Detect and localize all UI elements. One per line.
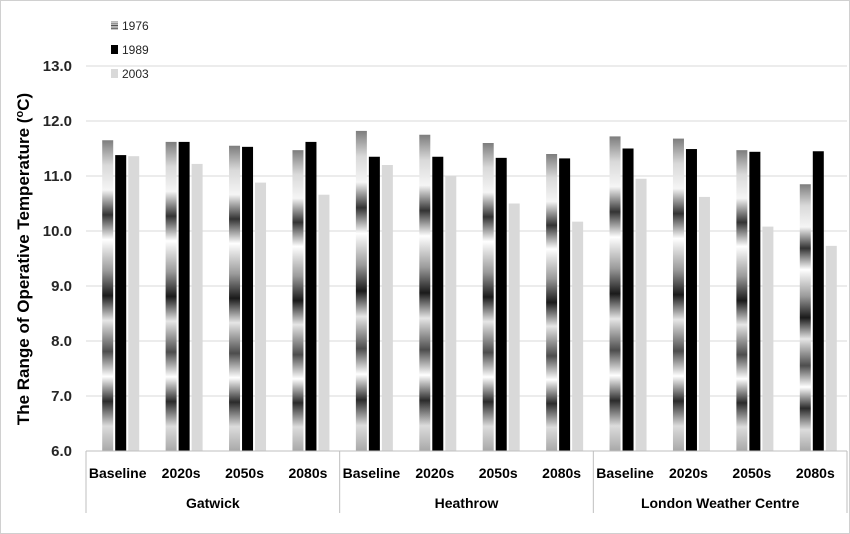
bar-1976-london-weather-centre-2080s bbox=[799, 184, 811, 451]
y-tick-label: 13.0 bbox=[43, 58, 72, 75]
category-label: 2020s bbox=[669, 465, 708, 481]
bar-1989-london-weather-centre-baseline bbox=[622, 148, 634, 451]
group-label: Gatwick bbox=[186, 495, 240, 511]
category-label: 2050s bbox=[479, 465, 518, 481]
bar-2003-gatwick-2020s bbox=[191, 163, 203, 451]
y-tick-label: 6.0 bbox=[51, 443, 72, 460]
bar-2003-gatwick-baseline bbox=[128, 156, 140, 451]
bar-2003-london-weather-centre-2020s bbox=[698, 196, 710, 451]
bar-2003-heathrow-2020s bbox=[445, 176, 457, 451]
y-tick-label: 12.0 bbox=[43, 113, 72, 130]
category-label: 2050s bbox=[225, 465, 264, 481]
axes bbox=[85, 450, 848, 513]
category-labels: Baseline 2020s 2050s 2080s Baseline 2020s 2050… bbox=[89, 465, 835, 481]
bar-1989-heathrow-2050s bbox=[495, 157, 507, 451]
bar-2003-london-weather-centre-2080s bbox=[825, 245, 837, 451]
y-tick-label: 11.0 bbox=[44, 168, 72, 185]
category-label: Baseline bbox=[89, 465, 147, 481]
bar-1989-gatwick-2020s bbox=[178, 141, 190, 451]
bar-2003-gatwick-2080s bbox=[318, 194, 330, 451]
bar-2003-london-weather-centre-baseline bbox=[635, 178, 647, 451]
bar-1976-london-weather-centre-2020s bbox=[672, 138, 684, 451]
category-label: 2080s bbox=[288, 465, 327, 481]
group-labels: Gatwick Heathrow London Weather Centre bbox=[186, 495, 800, 511]
gridlines bbox=[86, 65, 847, 452]
bar-1989-london-weather-centre-2080s bbox=[812, 151, 824, 451]
y-tick-label: 9.0 bbox=[51, 278, 72, 295]
bar-1976-heathrow-baseline bbox=[355, 130, 367, 451]
legend-swatch-2003 bbox=[111, 69, 118, 78]
y-tick-label: 8.0 bbox=[51, 333, 72, 350]
group-label: London Weather Centre bbox=[641, 495, 800, 511]
category-label: 2050s bbox=[732, 465, 771, 481]
bar-1989-heathrow-2020s bbox=[432, 156, 444, 451]
bar-2003-heathrow-2050s bbox=[508, 203, 520, 451]
bar-1989-gatwick-baseline bbox=[115, 155, 127, 451]
legend: 1976 1989 2003 bbox=[111, 19, 149, 81]
y-tick-labels: 6.0 7.0 8.0 9.0 10.0 11.0 12.0 13.0 bbox=[43, 58, 72, 460]
bar-1989-gatwick-2050s bbox=[242, 146, 254, 451]
bar-2003-heathrow-2080s bbox=[572, 221, 584, 451]
bar-2003-london-weather-centre-2050s bbox=[762, 226, 774, 451]
legend-swatch-1976 bbox=[111, 21, 118, 30]
bar-1976-gatwick-2050s bbox=[229, 145, 241, 451]
legend-label: 1989 bbox=[122, 43, 149, 57]
bar-1976-heathrow-2050s bbox=[482, 143, 494, 451]
category-label: 2020s bbox=[162, 465, 201, 481]
bar-1976-gatwick-baseline bbox=[102, 140, 114, 451]
bar-1976-heathrow-2020s bbox=[419, 134, 431, 451]
y-axis-label: The Range of Operative Temperature (oC) bbox=[14, 93, 33, 425]
bar-1989-gatwick-2080s bbox=[305, 141, 317, 451]
group-label: Heathrow bbox=[435, 495, 499, 511]
bar-1976-heathrow-2080s bbox=[546, 154, 558, 451]
bar-1976-gatwick-2080s bbox=[292, 150, 304, 451]
bar-1976-gatwick-2020s bbox=[165, 141, 177, 451]
bars bbox=[102, 130, 837, 452]
y-tick-label: 7.0 bbox=[51, 388, 72, 405]
category-label: 2080s bbox=[796, 465, 835, 481]
category-label: Baseline bbox=[596, 465, 654, 481]
category-label: 2080s bbox=[542, 465, 581, 481]
category-label: 2020s bbox=[415, 465, 454, 481]
bar-1989-london-weather-centre-2020s bbox=[685, 149, 697, 452]
bar-2003-gatwick-2050s bbox=[255, 182, 267, 451]
bar-2003-heathrow-baseline bbox=[381, 165, 393, 451]
bar-1989-heathrow-2080s bbox=[559, 158, 571, 451]
bar-1976-london-weather-centre-2050s bbox=[736, 150, 748, 451]
legend-label: 1976 bbox=[122, 19, 149, 33]
y-tick-label: 10.0 bbox=[43, 223, 72, 240]
legend-label: 2003 bbox=[122, 67, 149, 81]
category-label: Baseline bbox=[343, 465, 401, 481]
bar-1989-heathrow-baseline bbox=[368, 156, 380, 451]
bar-1976-london-weather-centre-baseline bbox=[609, 136, 621, 451]
legend-swatch-1989 bbox=[111, 45, 118, 54]
bar-1989-london-weather-centre-2050s bbox=[749, 151, 761, 452]
